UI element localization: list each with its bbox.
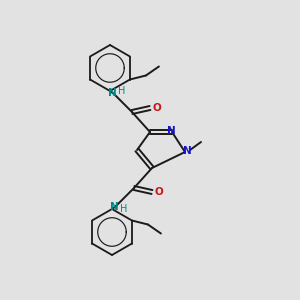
- Text: O: O: [153, 103, 161, 113]
- Text: N: N: [183, 146, 191, 156]
- Text: N: N: [110, 202, 118, 212]
- Text: N: N: [167, 126, 176, 136]
- Text: O: O: [154, 187, 164, 197]
- Text: N: N: [108, 88, 116, 98]
- Text: H: H: [118, 86, 126, 96]
- Text: H: H: [120, 204, 128, 214]
